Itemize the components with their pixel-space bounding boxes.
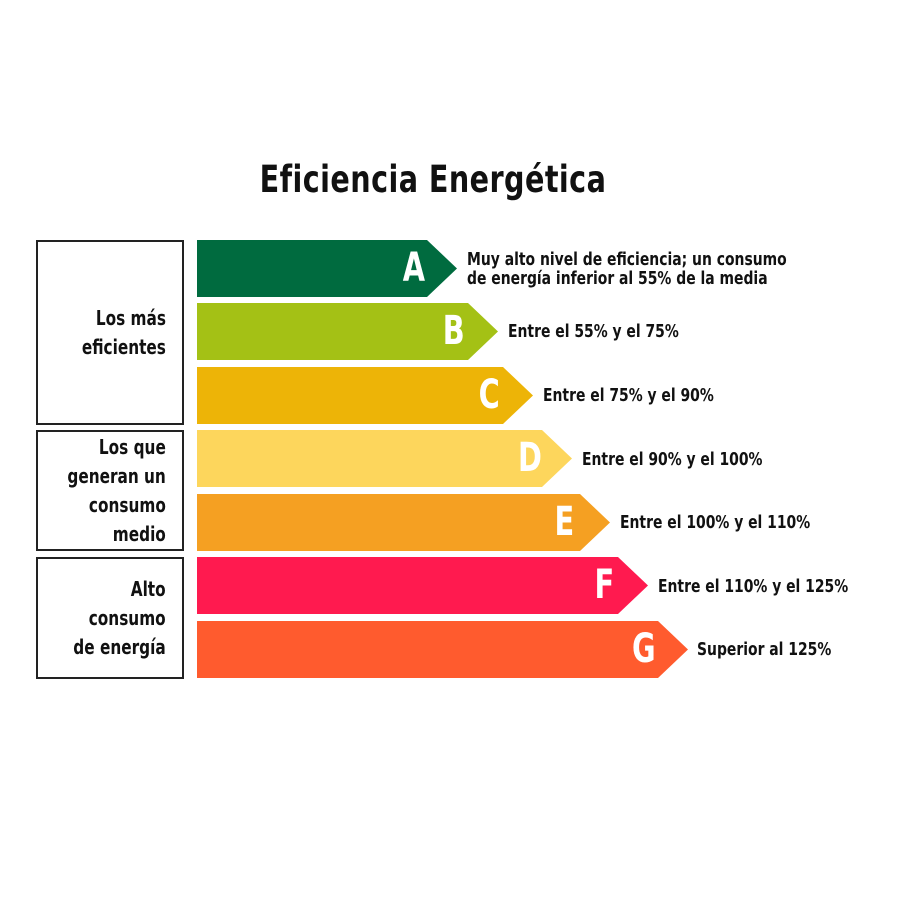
letter-g: G [631,626,656,672]
arrow-shape-a [197,240,457,297]
group-medium-consumption: Los que generan un consumo medio [36,430,184,551]
arrow-shape-c [197,367,533,424]
group-most-efficient: Los más eficientes [36,240,184,425]
letter-a: A [402,245,426,291]
arrow-shape-e [197,494,610,551]
group-label: Los que generan un consumo medio [67,434,166,546]
arrow-shape-d [197,430,572,487]
bar-class-a: A [197,240,457,297]
arrow-shape-g [197,621,688,678]
arrow-shape-b [197,303,498,360]
description-c: Entre el 75% y el 90% [543,385,714,406]
bar-class-g: G [197,621,688,678]
bar-class-d: D [197,430,572,487]
group-label: Los más eficientes [81,305,166,359]
description-f: Entre el 110% y el 125% [658,576,849,597]
bar-class-b: B [197,303,498,360]
description-a: Muy alto nivel de eficiencia; un consumo… [467,249,787,289]
arrow-shape-f [197,557,648,614]
letter-b: B [442,308,465,354]
letter-d: D [517,435,542,481]
bar-class-c: C [197,367,533,424]
letter-f: F [594,562,615,608]
letter-c: C [478,372,500,418]
group-label: Alto consumo de energía [73,576,166,659]
description-e: Entre el 100% y el 110% [620,512,811,533]
description-g: Superior al 125% [697,639,832,660]
description-b: Entre el 55% y el 75% [508,321,679,342]
group-high-consumption: Alto consumo de energía [36,557,184,679]
letter-e: E [554,499,575,545]
description-d: Entre el 90% y el 100% [582,449,763,470]
page-title: Eficiencia Energética [259,158,607,201]
bar-class-e: E [197,494,610,551]
bar-class-f: F [197,557,648,614]
